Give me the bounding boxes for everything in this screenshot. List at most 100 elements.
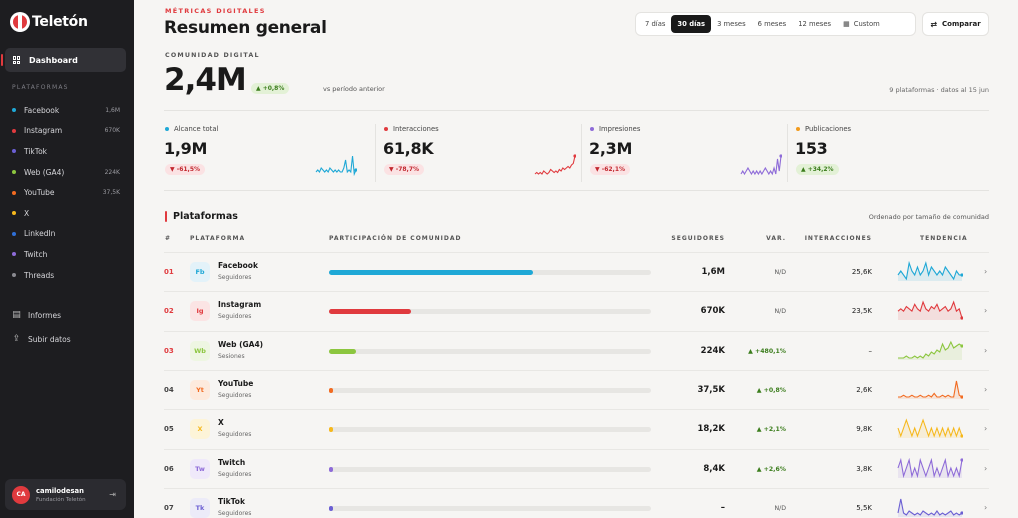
chevron-right-icon[interactable]: › [984,463,988,473]
divider [164,190,989,191]
page-title: Resumen general [164,18,327,38]
platforms-sort-note: Ordenado por tamaño de comunidad [868,213,989,221]
kpi-value: 1,9M [164,139,208,158]
sidebar-item-dashboard[interactable]: Dashboard [1,48,126,72]
row-rank: 02 [164,307,174,316]
range-button-label: 3 meses [717,20,746,28]
sparkline-chart [946,154,988,176]
sidebar-item-platform[interactable]: Facebook 1,6M [12,100,120,121]
interactions-value: 25,6K [851,268,872,276]
range-button[interactable]: 6 meses [752,15,793,33]
community-share-fill [329,505,333,511]
chevron-right-icon[interactable]: › [984,502,988,512]
sparkline-chart [898,380,963,399]
range-button-label: 6 meses [757,20,787,28]
platform-name: TikTok [218,496,245,506]
table-row[interactable]: 01 Fb Facebook Seguidores 1,6M N/D 25,6K… [164,252,989,291]
logout-icon[interactable]: ⇥ [109,490,116,499]
kpi-divider [375,124,376,182]
community-share-fill [329,309,412,315]
platform-name: X [218,418,224,428]
chevron-right-icon[interactable]: › [984,424,988,434]
range-button[interactable]: ▦ Custom [837,15,886,33]
followers-value: – [720,502,725,513]
row-rank: 07 [164,503,174,512]
variation-value: N/D [774,269,786,276]
chevron-right-icon[interactable]: › [984,345,988,355]
kpi-dot-icon [796,127,800,131]
chevron-right-icon[interactable]: › [984,384,988,394]
table-row[interactable]: 05 X X Seguidores 18,2K ▲ +2,1% 9,8K › [164,409,989,448]
sidebar-item-platform[interactable]: Instagram 670K [12,121,120,142]
range-button[interactable]: 30 días [671,15,712,33]
sidebar-item-informes[interactable]: ▤ Informes [12,310,61,320]
range-button-label: Custom [853,20,880,28]
sparkline-line [897,457,963,478]
sidebar-item-platform[interactable]: LinkedIn [12,224,120,245]
user-name: camilodesan [36,486,84,495]
sparkline-last-point [960,511,963,515]
platform-badge-icon: Yt [190,379,210,400]
main-content: MÉTRICAS DIGITALES Resumen general 7 día… [134,0,1018,518]
table-row[interactable]: 04 Yt YouTube Seguidores 37,5K ▲ +0,8% 2… [164,369,989,409]
range-button[interactable]: 3 meses [711,15,752,33]
followers-value: 8,4K [703,463,725,474]
teleton-logo[interactable]: Teletón [10,11,88,33]
platform-metric-type: Seguidores [218,391,252,399]
kpi-value: 153 [795,139,828,158]
platform-dot-icon [12,231,16,236]
sidebar-item-label: Subir datos [28,334,71,344]
logo-text: Teletón [32,14,88,30]
sparkline-chart [534,154,576,175]
user-card[interactable]: CA camilodesan Fundación Teletón ⇥ [5,479,126,510]
sparkline-area [898,380,962,399]
table-row[interactable]: 06 Tw Twitch Seguidores 8,4K ▲ +2,6% 3,8… [164,448,989,488]
platform-dot-icon [12,128,16,133]
range-button[interactable]: 12 meses [792,15,837,33]
platform-metric-type: Seguidores [218,509,252,517]
variation-value: ▲ +2,6% [756,465,786,473]
platform-badge-icon: Fb [190,262,210,282]
table-row[interactable]: 02 Ig Instagram Seguidores 670K N/D 23,5… [164,291,989,330]
kpi-dot-icon [165,127,169,131]
sparkline-line [740,155,782,176]
community-share-fill [329,427,333,433]
sidebar-item-platform[interactable]: YouTube 37,5K [12,182,120,203]
kpi-delta-badge: ▼ -78,7% [384,164,425,175]
kpi-label: Publicaciones [805,125,852,133]
chevron-right-icon[interactable]: › [984,267,988,276]
sidebar-item-platform[interactable]: Threads [12,265,120,286]
sidebar-item-platform[interactable]: Twitch [12,244,120,265]
variation-value: ▲ +2,1% [756,426,786,434]
sidebar-item-platform[interactable]: X [12,203,120,224]
sidebar-item-platform[interactable]: Web (GA4) 224K [12,162,120,183]
sparkline-last-point [960,316,963,320]
sparkline-line [897,300,963,319]
compare-button-label: Comparar [942,20,981,28]
community-share-fill [329,348,357,354]
kpi-delta-badge: ▼ -61,5% [165,164,206,175]
sidebar-section-label: PLATAFORMAS [12,84,69,91]
community-share-bar [329,427,651,433]
table-row[interactable]: 07 Tk TikTok Seguidores – N/D 5,5K › [164,487,989,518]
sidebar-item-platform[interactable]: TikTok [12,141,120,162]
sparkline-chart [740,154,782,176]
sidebar-item-label: X [24,208,30,218]
sidebar-item-subir-datos[interactable]: ⇪ Subir datos [12,334,71,344]
table-row[interactable]: 03 Wb Web (GA4) Sesiones 224K ▲ +480,1% … [164,330,989,370]
followers-value: 1,6M [701,267,725,277]
sparkline-line [898,380,963,398]
sidebar-item-label: Threads [24,270,55,280]
interactions-value: 3,8K [856,464,872,473]
platform-dot-icon [12,252,16,257]
teleton-logo-mark-icon [10,12,30,32]
compare-button[interactable]: ⇄ Comparar [922,12,989,36]
sparkline-line [534,155,576,175]
platform-name: Twitch [218,457,246,467]
sparkline-last-point [960,395,963,399]
sparkline-area [898,341,962,360]
range-button[interactable]: 7 días [639,15,671,33]
platform-metric-type: Sesiones [218,352,245,360]
interactions-value: – [868,346,873,355]
chevron-right-icon[interactable]: › [984,306,988,316]
